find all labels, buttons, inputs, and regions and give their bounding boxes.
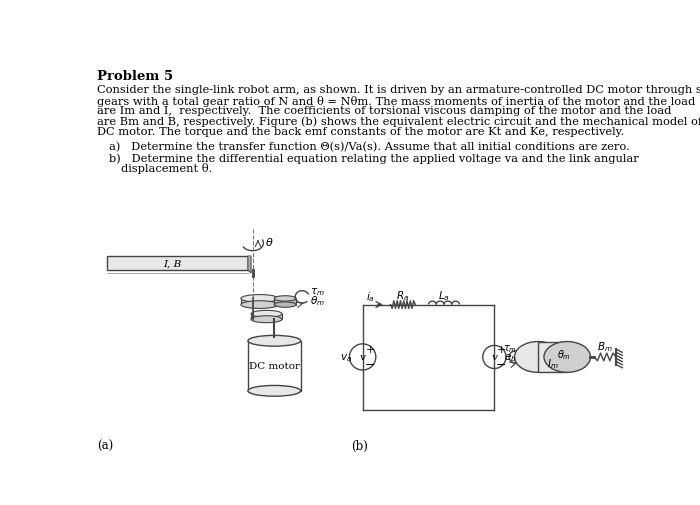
Text: $\tau_m$: $\tau_m$ xyxy=(310,285,325,297)
Text: −: − xyxy=(365,359,376,371)
Text: $R_a$: $R_a$ xyxy=(396,289,410,302)
Ellipse shape xyxy=(251,316,282,323)
Text: gears with a total gear ratio of N and θ = Nθm. The mass moments of inertia of t: gears with a total gear ratio of N and θ… xyxy=(97,95,695,107)
Text: a)   Determine the transfer function Θ(s)/Va(s). Assume that all initial conditi: a) Determine the transfer function Θ(s)/… xyxy=(109,142,630,153)
Text: $i_a$: $i_a$ xyxy=(366,290,375,304)
Text: displacement θ.: displacement θ. xyxy=(121,163,212,174)
Text: (a): (a) xyxy=(97,439,113,452)
Text: are Bm and B, respectively. Figure (b) shows the equivalent electric circuit and: are Bm and B, respectively. Figure (b) s… xyxy=(97,116,700,127)
Bar xyxy=(251,314,282,320)
Ellipse shape xyxy=(251,311,282,318)
Bar xyxy=(241,299,278,305)
Text: (b): (b) xyxy=(351,439,368,452)
Ellipse shape xyxy=(241,301,278,309)
Text: $\tau_m$: $\tau_m$ xyxy=(503,342,517,354)
FancyBboxPatch shape xyxy=(107,257,248,270)
Text: v: v xyxy=(491,352,497,362)
Text: $v_a$: $v_a$ xyxy=(340,351,351,363)
Bar xyxy=(538,342,567,373)
Text: DC motor: DC motor xyxy=(248,361,300,370)
Text: Consider the single-link robot arm, as shown. It is driven by an armature-contro: Consider the single-link robot arm, as s… xyxy=(97,85,700,95)
Bar xyxy=(274,299,296,305)
Text: DC motor. The torque and the back emf constants of the motor are Kt and Ke, resp: DC motor. The torque and the back emf co… xyxy=(97,127,624,137)
Bar xyxy=(248,341,300,391)
Text: $e_b$: $e_b$ xyxy=(503,351,516,363)
Text: b)   Determine the differential equation relating the applied voltage va and the: b) Determine the differential equation r… xyxy=(109,153,639,163)
Text: Problem 5: Problem 5 xyxy=(97,70,173,83)
Text: $L_a$: $L_a$ xyxy=(438,289,450,302)
Text: −: − xyxy=(496,359,507,371)
Text: are Im and I,  respectively.  The coefficients of torsional viscous damping of t: are Im and I, respectively. The coeffici… xyxy=(97,106,671,116)
Text: v: v xyxy=(360,352,365,362)
Ellipse shape xyxy=(514,342,561,373)
Circle shape xyxy=(483,346,506,369)
Polygon shape xyxy=(248,257,251,274)
Circle shape xyxy=(349,344,376,370)
Text: $\theta_m$: $\theta_m$ xyxy=(557,347,571,361)
Text: $\theta_m$: $\theta_m$ xyxy=(310,293,325,307)
Ellipse shape xyxy=(544,342,591,373)
Ellipse shape xyxy=(248,336,300,346)
Ellipse shape xyxy=(274,296,296,301)
Text: I, B: I, B xyxy=(164,259,182,268)
Text: +: + xyxy=(497,344,506,355)
Text: $I_m$: $I_m$ xyxy=(547,357,559,370)
Ellipse shape xyxy=(248,386,300,396)
Text: $B_m$: $B_m$ xyxy=(597,339,613,353)
Text: $\theta$: $\theta$ xyxy=(265,236,274,248)
Ellipse shape xyxy=(241,295,278,302)
Ellipse shape xyxy=(274,302,296,308)
Text: +: + xyxy=(365,344,375,355)
